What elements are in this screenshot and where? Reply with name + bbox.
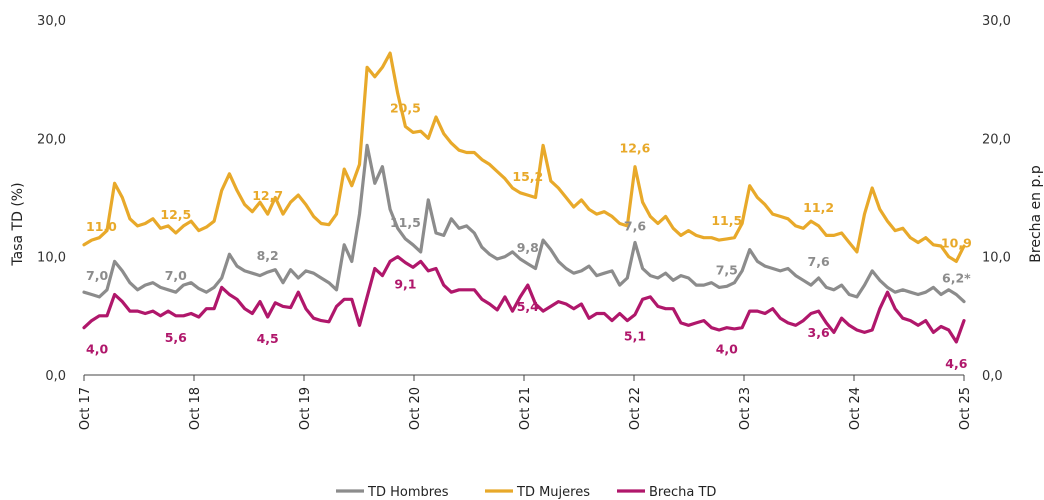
series-lines xyxy=(82,51,966,344)
y-tick-right: 30,0 xyxy=(982,14,1011,29)
y-tick-left: 10,0 xyxy=(37,251,66,266)
data-label-hombres: 7,6 xyxy=(808,254,830,269)
data-labels: 7,0 7,0 8,2 11,5 9,8 7,6 7,5 7,6 6,2* 11,0 12,5 12,… xyxy=(86,101,972,371)
data-label-mujeres: 20,5 xyxy=(390,101,421,116)
legend-label-brecha: Brecha TD xyxy=(649,485,716,500)
data-label-hombres: 7,0 xyxy=(86,268,108,283)
y-tick-right: 20,0 xyxy=(982,132,1011,147)
data-label-mujeres: 11,2 xyxy=(803,200,834,215)
data-label-mujeres: 12,7 xyxy=(252,188,283,203)
series-line-hombres xyxy=(82,143,966,304)
data-label-mujeres: 12,6 xyxy=(620,141,651,156)
data-label-hombres: 7,6 xyxy=(624,218,646,233)
x-tick-label: Oct 20 xyxy=(408,387,423,430)
data-label-mujeres: 11,5 xyxy=(711,213,742,228)
data-label-hombres: 7,0 xyxy=(165,268,187,283)
y-tick-right: 0,0 xyxy=(982,369,1003,384)
axes: 0,0 10,0 20,0 30,0 0,0 10,0 20,0 30,0 Oct 17 Oct … xyxy=(37,14,1011,430)
data-label-brecha: 5,6 xyxy=(165,330,187,345)
data-label-brecha: 4,6 xyxy=(945,356,967,371)
series-line-brecha xyxy=(82,255,966,344)
data-label-brecha: 4,0 xyxy=(86,342,108,357)
x-tick-label: Oct 23 xyxy=(738,387,753,430)
legend-label-hombres: TD Hombres xyxy=(367,485,449,500)
data-label-mujeres: 12,5 xyxy=(160,207,191,222)
y-tick-left: 20,0 xyxy=(37,132,66,147)
data-label-mujeres: 10,9 xyxy=(941,235,972,250)
data-label-hombres: 7,5 xyxy=(716,262,738,277)
y-tick-left: 0,0 xyxy=(45,369,66,384)
legend-label-mujeres: TD Mujeres xyxy=(516,485,590,500)
data-label-brecha: 5,4 xyxy=(517,299,539,314)
y-tick-left: 30,0 xyxy=(37,14,66,29)
y-tick-right: 10,0 xyxy=(982,251,1011,266)
x-tick-label: Oct 17 xyxy=(78,387,93,430)
data-label-mujeres: 11,0 xyxy=(86,219,117,234)
data-label-brecha: 5,1 xyxy=(624,329,646,344)
x-tick-label: Oct 25 xyxy=(958,387,973,430)
x-tick-label: Oct 19 xyxy=(298,387,313,430)
y-axis-left-title: Tasa TD (%) xyxy=(10,182,26,266)
data-label-hombres: 9,8 xyxy=(517,240,539,255)
y-axis-right-title: Brecha en p.p xyxy=(1028,165,1044,263)
data-label-brecha: 4,0 xyxy=(716,342,738,357)
x-tick-label: Oct 22 xyxy=(628,387,643,430)
source-note-fragment xyxy=(4,486,64,498)
data-label-hombres: 11,5 xyxy=(390,215,421,230)
x-tick-label: Oct 21 xyxy=(518,387,533,430)
data-label-brecha: 4,5 xyxy=(257,331,279,346)
data-label-brecha: 9,1 xyxy=(394,277,416,292)
x-tick-label: Oct 24 xyxy=(848,387,863,430)
data-label-hombres: 6,2* xyxy=(942,271,971,286)
series-line-mujeres xyxy=(82,51,966,263)
legend: TD Hombres TD Mujeres Brecha TD xyxy=(336,485,716,500)
data-label-hombres: 8,2 xyxy=(257,248,279,263)
x-tick-label: Oct 18 xyxy=(188,387,203,430)
data-label-brecha: 3,6 xyxy=(808,325,830,340)
data-label-mujeres: 15,2 xyxy=(512,169,543,184)
